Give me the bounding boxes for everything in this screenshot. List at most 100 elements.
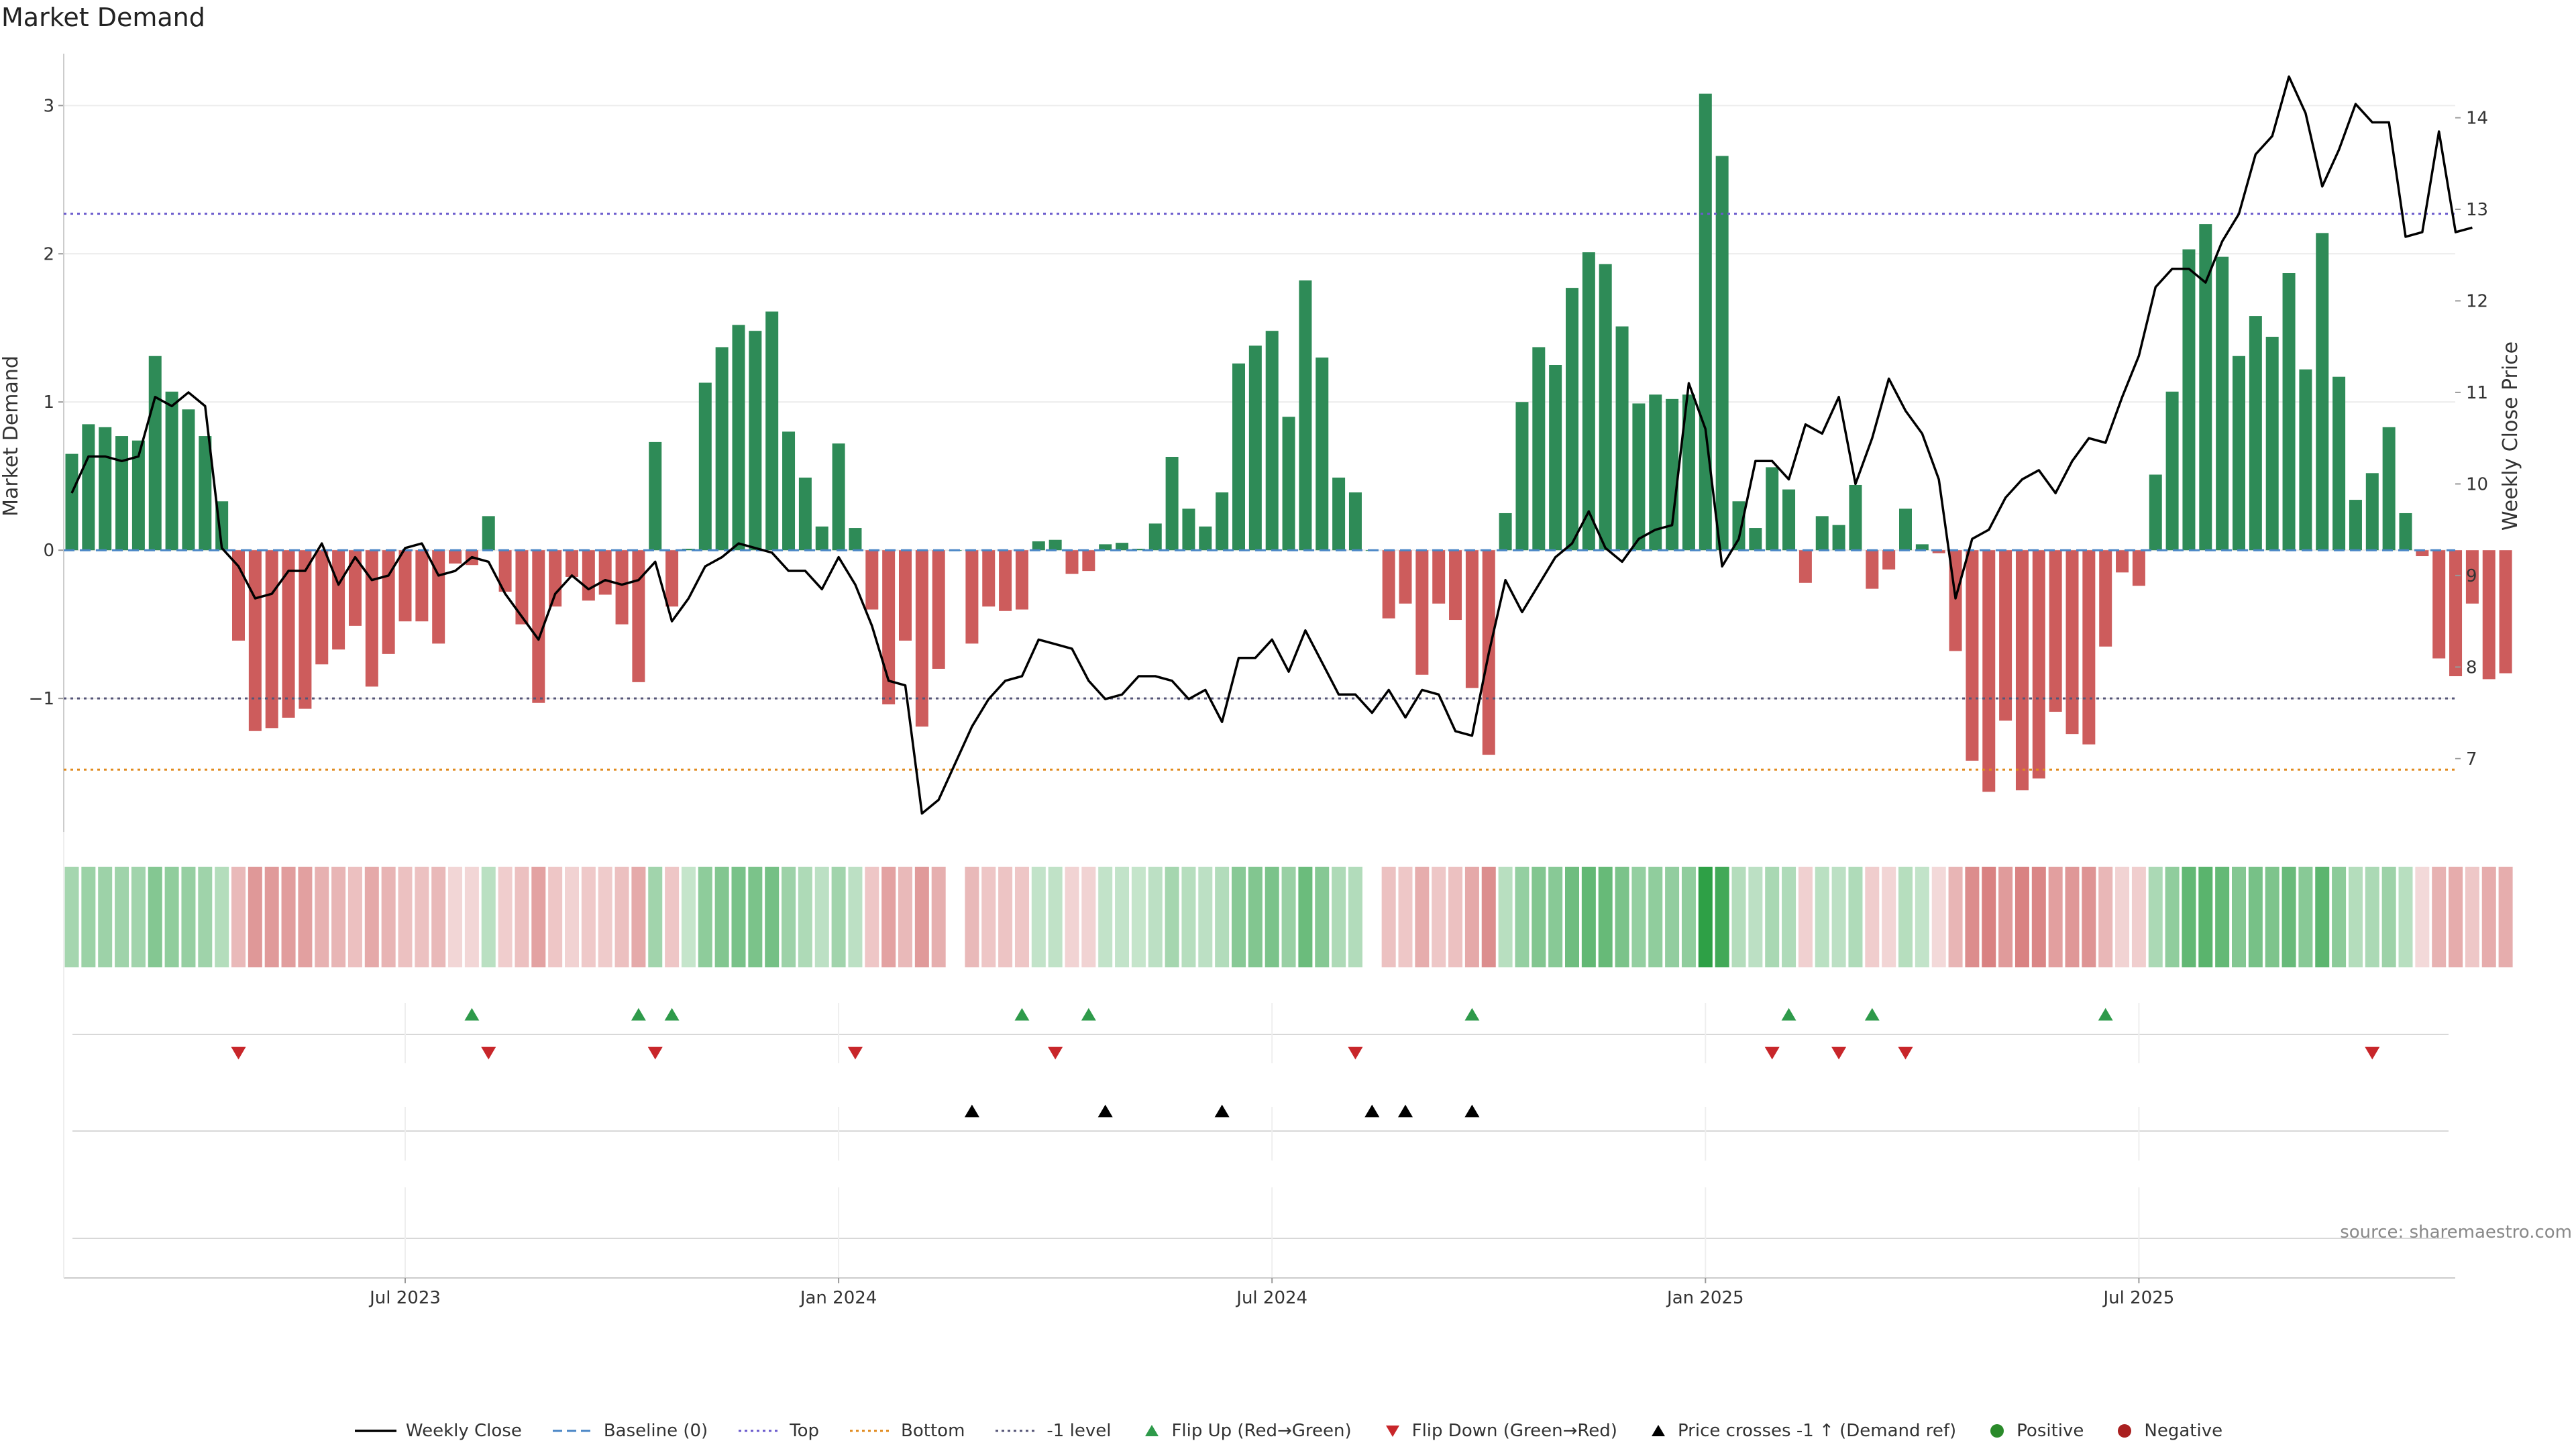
legend-label: -1 level: [1046, 1421, 1112, 1441]
demand-bar: [1382, 550, 1395, 619]
heat-cell: [2232, 867, 2246, 967]
demand-bar: [1682, 394, 1695, 551]
flip-down-marker: [1764, 1046, 1780, 1060]
demand-bar: [2332, 376, 2346, 551]
heat-cell: [548, 867, 563, 967]
demand-bar: [865, 550, 879, 610]
heat-cell: [782, 867, 796, 967]
heat-cell: [1115, 867, 1130, 967]
heat-cell: [931, 867, 946, 967]
demand-bar: [2132, 550, 2145, 586]
demand-bar: [1815, 516, 1829, 551]
flip-up-marker: [631, 1008, 646, 1021]
heat-cell: [1014, 867, 1029, 967]
heat-cell: [1098, 867, 1113, 967]
demand-bar: [1182, 508, 1195, 551]
demand-bar: [299, 550, 312, 709]
demand-bar: [899, 550, 912, 641]
demand-bar: [1932, 550, 1945, 553]
heat-cell: [1448, 867, 1463, 967]
heat-cell: [315, 867, 329, 967]
legend-item: Flip Down (Green→Red): [1381, 1421, 1617, 1441]
demand-bar: [348, 550, 362, 626]
demand-bar: [615, 550, 629, 625]
heat-cell: [1948, 867, 1963, 967]
heat-cell: [531, 867, 546, 967]
left-tick-label: −1: [29, 689, 54, 709]
demand-bar: [1982, 550, 1996, 792]
demand-bar: [1715, 156, 1729, 551]
legend-label: Price crosses -1 ↑ (Demand ref): [1677, 1421, 1957, 1441]
heat-cell: [2465, 867, 2479, 967]
price-cross-marker: [1097, 1104, 1113, 1118]
heat-cell: [198, 867, 213, 967]
heat-cell: [1415, 867, 1430, 967]
demand-bar: [915, 550, 928, 727]
heat-cell: [398, 867, 413, 967]
demand-bar: [398, 550, 412, 622]
heat-cell: [1898, 867, 1913, 967]
heat-cell: [1165, 867, 1179, 967]
demand-bar: [749, 331, 762, 551]
demand-bar: [65, 453, 78, 551]
demand-bar: [315, 550, 329, 665]
flip-down-marker: [231, 1046, 246, 1060]
demand-bar: [649, 441, 662, 551]
demand-bar: [2299, 369, 2312, 551]
flip-down-marker: [647, 1046, 663, 1060]
right-tick-label: 12: [2466, 291, 2488, 311]
heat-cell: [1831, 867, 1846, 967]
demand-bar: [1165, 456, 1179, 551]
legend-label: Flip Up (Red→Green): [1171, 1421, 1352, 1441]
demand-bar: [732, 325, 745, 551]
heat-cell: [2298, 867, 2313, 967]
demand-bar: [248, 550, 262, 731]
demand-bar: [1099, 544, 1112, 551]
flip-down-marker: [1348, 1046, 1363, 1060]
heat-cell: [631, 867, 646, 967]
demand-bar: [365, 550, 378, 687]
flip-up-marker: [1081, 1008, 1096, 1021]
flip-up-marker: [1781, 1008, 1796, 1021]
demand-bar: [2365, 473, 2379, 551]
demand-bar: [265, 550, 278, 729]
heat-cell: [2449, 867, 2463, 967]
legend-swatch-icon: [551, 1422, 596, 1440]
demand-bar: [115, 436, 129, 551]
demand-bar: [1649, 394, 1662, 551]
heat-cell: [1215, 867, 1230, 967]
demand-bar: [1549, 365, 1562, 551]
legend-swatch-icon: [2113, 1422, 2136, 1440]
demand-bar: [1882, 550, 1896, 570]
demand-bar: [549, 550, 562, 607]
heat-cell: [515, 867, 529, 967]
heat-cell: [2348, 867, 2363, 967]
heat-cell: [1498, 867, 1513, 967]
heat-cell: [1248, 867, 1263, 967]
demand-bar: [632, 550, 645, 682]
left-axis-title: Market Demand: [0, 356, 23, 517]
demand-bar: [2015, 550, 2029, 791]
demand-bar: [582, 550, 595, 601]
heat-cell: [948, 867, 963, 967]
demand-bar: [498, 550, 512, 592]
right-tick-label: 9: [2466, 566, 2477, 586]
demand-bar: [1866, 550, 1879, 589]
heat-cell: [2198, 867, 2213, 967]
heat-cell: [1065, 867, 1079, 967]
demand-bar: [2082, 550, 2096, 745]
heat-cell: [1782, 867, 1796, 967]
demand-heat-strip: [64, 867, 2513, 967]
right-tick-label: 10: [2466, 474, 2488, 494]
legend-item: Positive: [1986, 1421, 2084, 1441]
heat-cell: [2398, 867, 2413, 967]
heat-cell: [598, 867, 612, 967]
heat-cell: [1965, 867, 1980, 967]
demand-bar: [1082, 550, 1095, 572]
demand-bar: [1699, 93, 1712, 551]
heat-cell: [1398, 867, 1413, 967]
heat-cell: [1665, 867, 1680, 967]
flip-down-marker: [847, 1046, 863, 1060]
flip-down-marker: [481, 1046, 496, 1060]
